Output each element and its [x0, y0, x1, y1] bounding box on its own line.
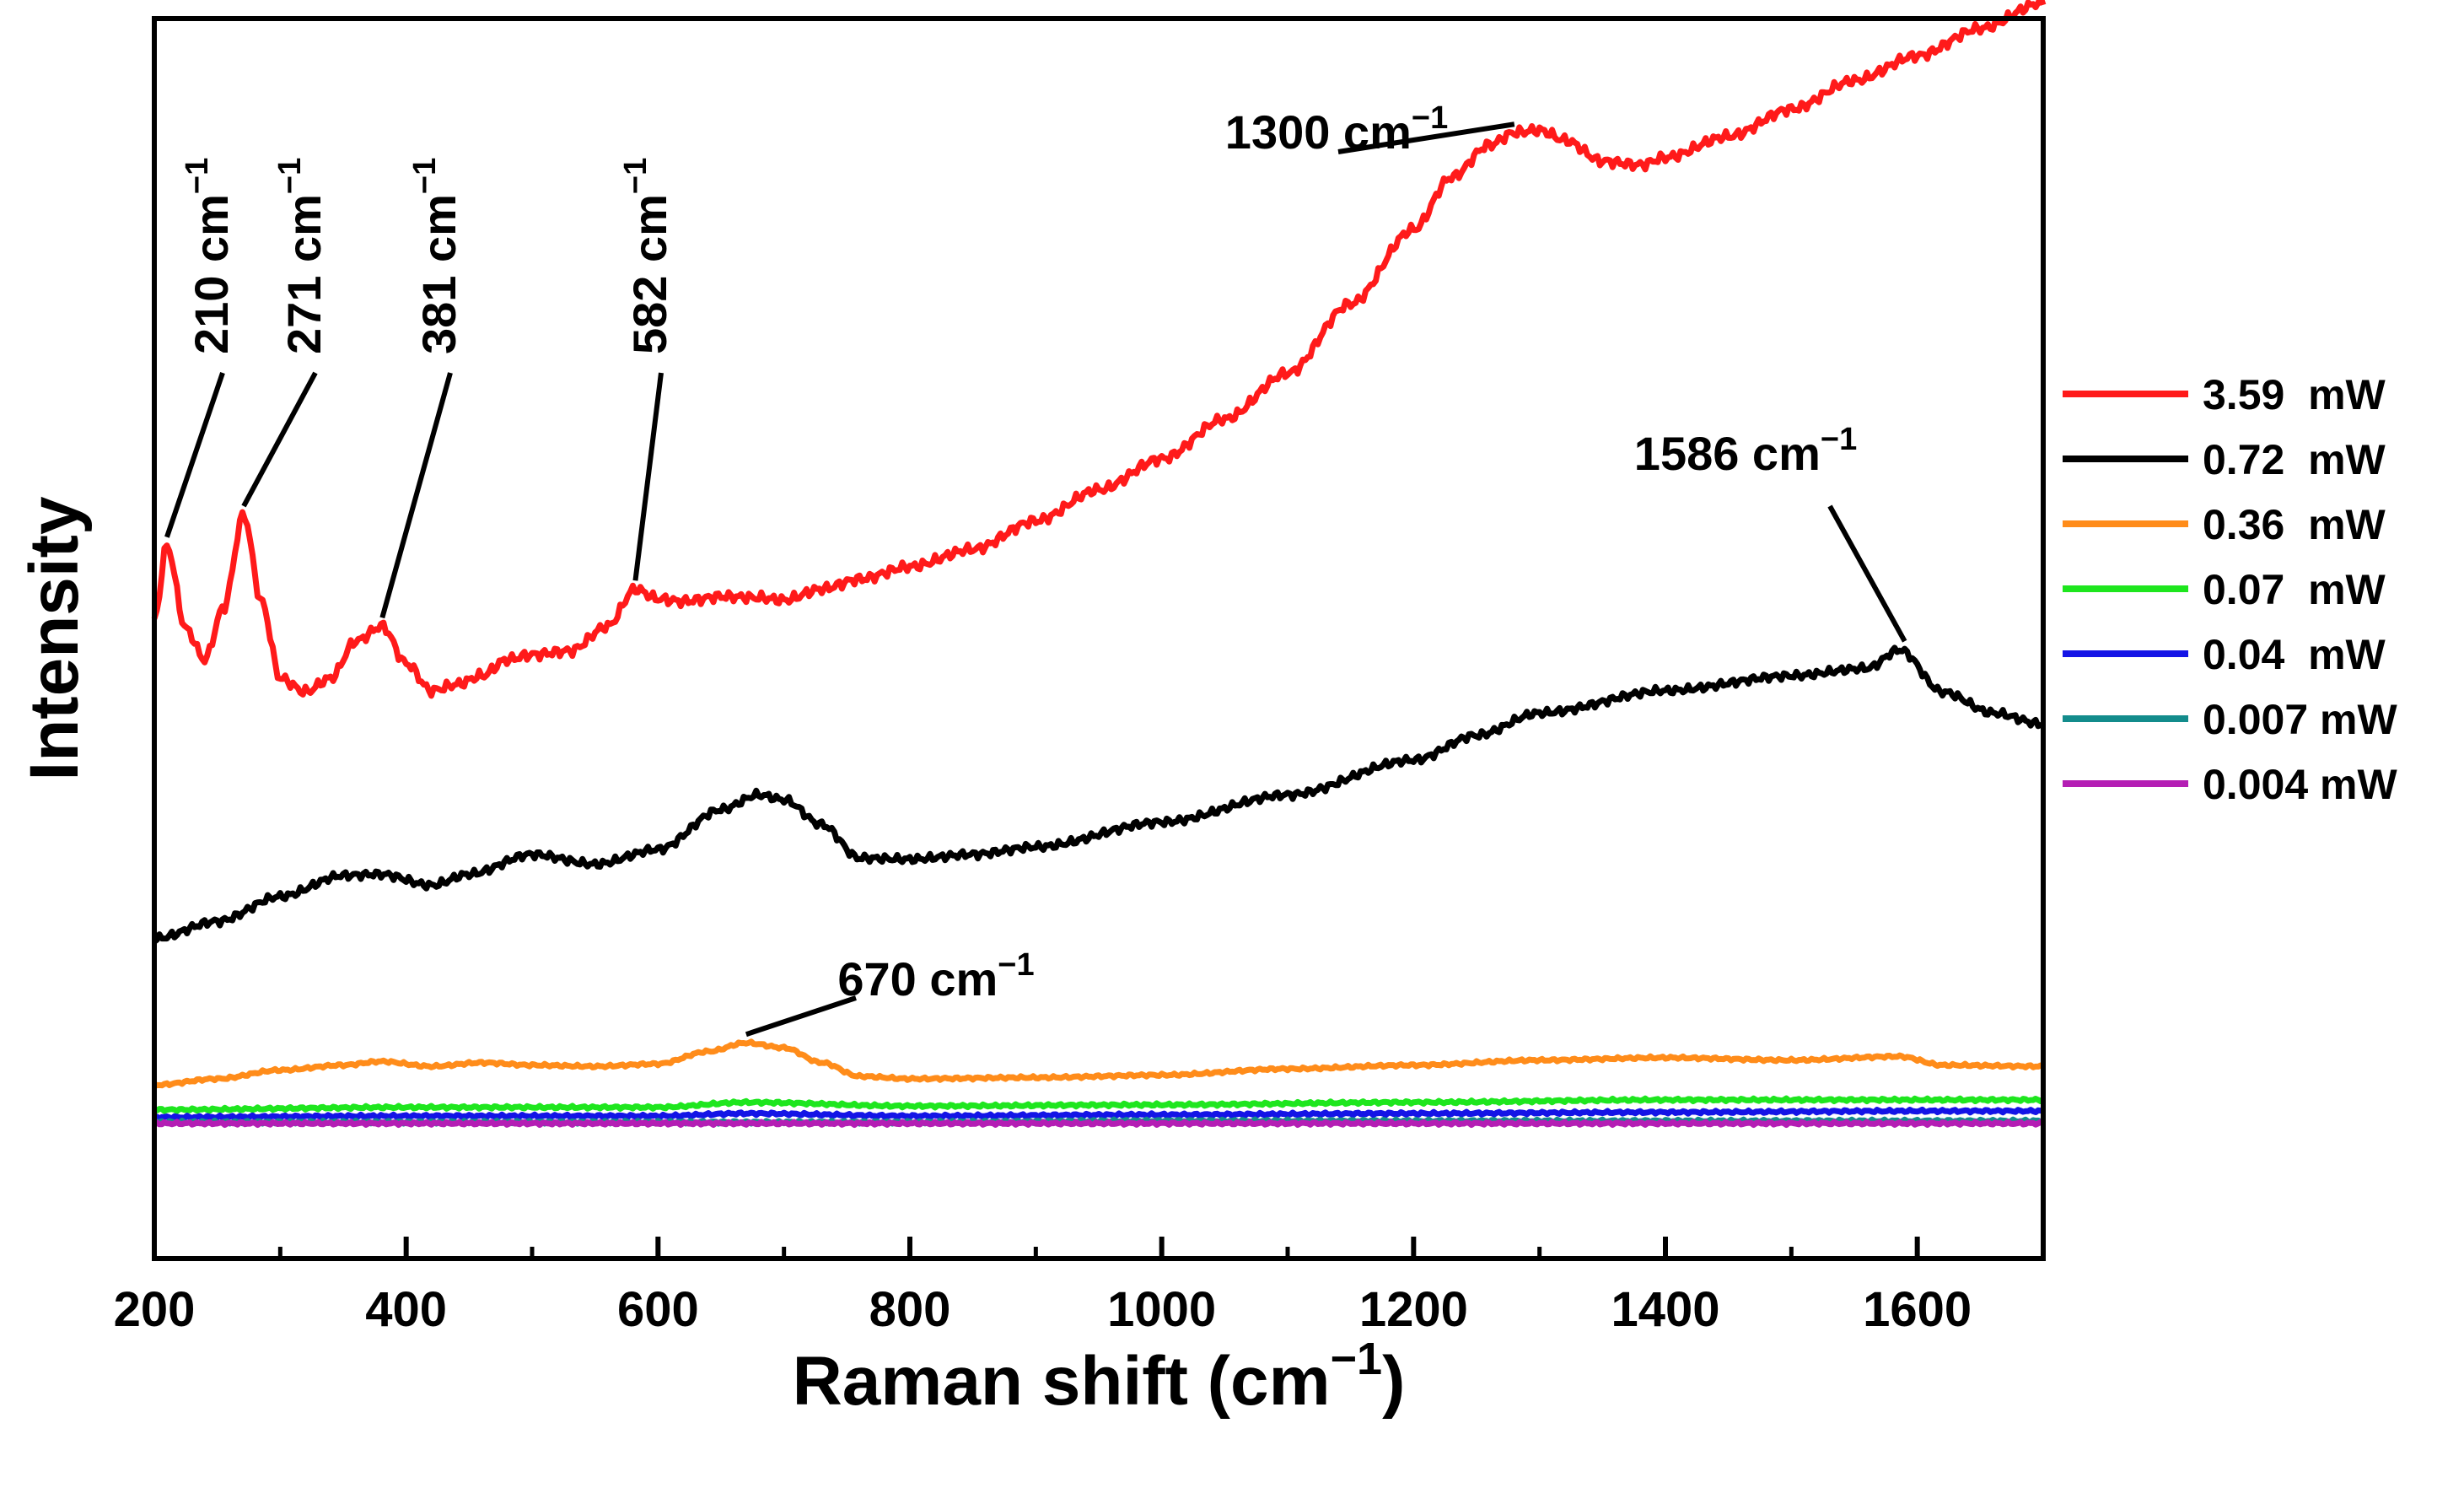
annotation-leader-line	[379, 372, 453, 619]
x-tick-label: 400	[365, 1282, 447, 1337]
x-tick-label: 600	[617, 1282, 699, 1337]
legend-label: 0.72 mW	[2203, 436, 2386, 483]
annotation-label: 381 cm−1	[407, 158, 465, 354]
plot-frame	[152, 16, 2046, 1261]
annotation-leader-line	[1337, 121, 1515, 154]
legend-label: 0.007 mW	[2203, 696, 2397, 743]
x-tick-label: 200	[114, 1282, 196, 1337]
annotation-leader-line	[241, 371, 318, 508]
x-tick-label: 1600	[1863, 1282, 1972, 1337]
annotation-label: 670 cm−1	[837, 947, 1034, 1005]
legend-label: 3.59 mW	[2203, 371, 2386, 418]
annotation-leader-line	[164, 372, 225, 538]
x-tick-label: 800	[869, 1282, 951, 1337]
y-axis-title: Intensity	[16, 496, 93, 781]
x-tick-label: 1200	[1359, 1282, 1468, 1337]
legend: 3.59 mW 0.72 mW 0.36 mW 0.07 mW 0.04 mW 0.007…	[2063, 371, 2397, 808]
series-line-3	[153, 1095, 2046, 1114]
series-line-6	[153, 1119, 2046, 1128]
annotation-label: 582 cm−1	[618, 158, 676, 354]
peak-annotations: 210 cm−1 271 cm−1 381 cm−1 582 cm−1 1300 cm−…	[164, 100, 1907, 1038]
series-line-4	[153, 1106, 2044, 1122]
annotation-leader-line	[632, 372, 664, 581]
annotation-leader-line	[1827, 504, 1907, 643]
series-line-0	[151, 0, 2047, 699]
legend-label: 0.004 mW	[2203, 761, 2397, 808]
legend-label: 0.04 mW	[2203, 631, 2386, 678]
legend-label: 0.07 mW	[2203, 566, 2386, 613]
series-line-1	[152, 644, 2044, 945]
annotation-label: 1300 cm−1	[1225, 100, 1448, 159]
x-tick-label: 1000	[1107, 1282, 1216, 1337]
x-tick-label: 1400	[1611, 1282, 1719, 1337]
legend-label: 0.36 mW	[2203, 501, 2386, 548]
annotation-label: 271 cm−1	[272, 158, 331, 354]
x-ticks: 200 400 600 800 1000 1200 1400 1600	[114, 1237, 2046, 1337]
series-layer	[151, 0, 2047, 1128]
annotation-label: 1586 cm−1	[1634, 422, 1857, 480]
annotation-leader-line	[745, 995, 857, 1038]
x-axis-title: Raman shift (cm−1)	[793, 1334, 1406, 1420]
annotation-label: 210 cm−1	[180, 158, 238, 354]
series-line-2	[153, 1038, 2044, 1089]
